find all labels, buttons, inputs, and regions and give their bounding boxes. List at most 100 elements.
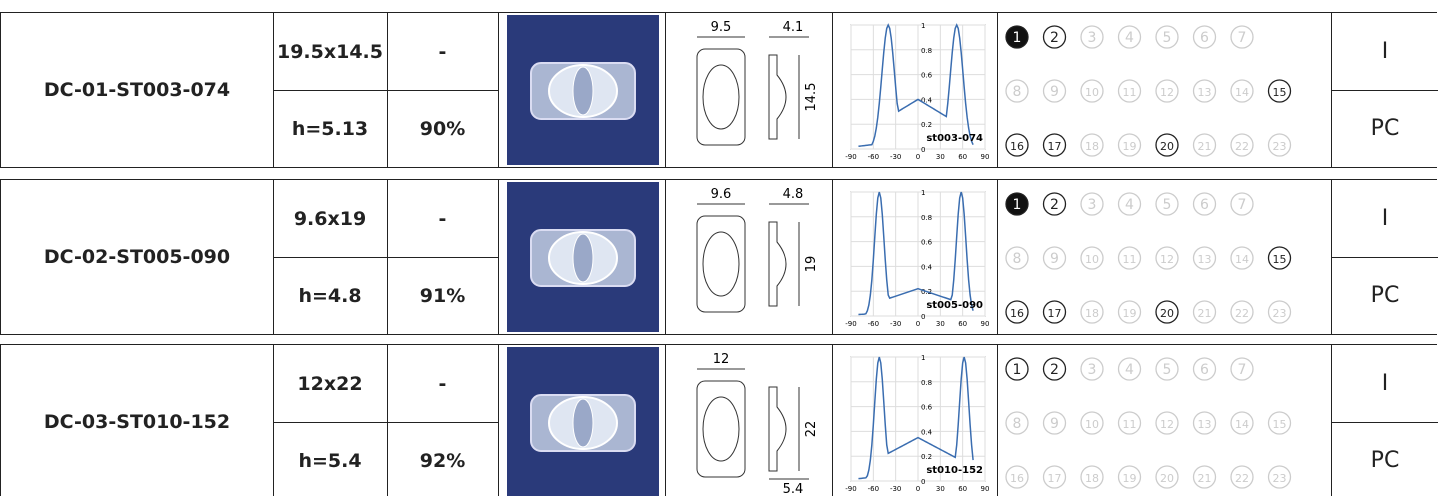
lens-core	[572, 233, 594, 283]
led-number: 12	[1160, 253, 1174, 266]
x-tick-label: 60	[958, 320, 967, 328]
y-tick-label: 1	[921, 354, 925, 362]
dim-width: 9.6	[711, 187, 732, 202]
material-bottom: PC	[1370, 448, 1400, 473]
led-number: 6	[1200, 362, 1209, 378]
y-tick-label: 0	[921, 313, 925, 321]
dim-length: 14.5	[804, 83, 819, 112]
led-number: 5	[1163, 362, 1172, 378]
y-tick-label: 0.4	[921, 263, 933, 271]
led-circle	[1080, 357, 1104, 381]
material-top: I	[1381, 39, 1389, 64]
led-circle	[1117, 357, 1142, 381]
led-number: 6	[1200, 197, 1209, 213]
led-circle	[1117, 246, 1142, 270]
led-circle	[1155, 465, 1179, 489]
lens-photo	[507, 182, 659, 332]
x-tick-label: -60	[868, 320, 879, 328]
x-tick-label: -30	[890, 485, 901, 493]
x-tick-label: -90	[845, 320, 856, 328]
led-number: 3	[1088, 362, 1097, 378]
y-tick-label: 1	[921, 189, 925, 197]
cell-border	[498, 180, 499, 334]
led-circle	[1267, 411, 1292, 435]
led-number: 1	[1013, 30, 1022, 46]
cell-border	[665, 13, 666, 167]
curve-label: st005-090	[926, 300, 983, 311]
led-circle	[1192, 300, 1217, 324]
led-number: 20	[1160, 307, 1174, 320]
led-circle	[1080, 465, 1104, 489]
led-circle	[1117, 411, 1142, 435]
cell-border	[832, 13, 833, 167]
x-tick-label: 90	[981, 153, 990, 161]
side-outline	[768, 386, 787, 472]
front-outline	[696, 48, 746, 146]
led-number: 15	[1273, 86, 1287, 99]
led-number: 5	[1163, 197, 1172, 213]
led-circle	[1230, 411, 1254, 435]
led-circle	[1042, 246, 1067, 270]
material-bottom: PC	[1370, 283, 1400, 308]
y-tick-label: 0.8	[921, 47, 932, 55]
cell-border	[273, 422, 498, 423]
led-circle	[1080, 79, 1104, 103]
led-number: 1	[1013, 362, 1022, 378]
x-tick-label: 30	[936, 153, 945, 161]
led-circle	[1117, 465, 1142, 489]
led-number: 19	[1123, 140, 1137, 153]
led-circle	[1230, 300, 1254, 324]
led-number: 22	[1235, 307, 1249, 320]
led-circle	[1230, 192, 1254, 216]
led-circle	[1117, 79, 1142, 103]
led-number: 11	[1123, 253, 1137, 266]
led-number: 15	[1273, 418, 1287, 431]
side-outline	[768, 54, 787, 140]
led-number: 6	[1200, 30, 1209, 46]
led-number: 10	[1085, 86, 1099, 99]
dash: -	[438, 40, 447, 63]
led-circle	[1080, 246, 1104, 270]
led-number: 16	[1010, 140, 1024, 153]
led-circle	[1005, 133, 1029, 157]
led-number: 22	[1235, 472, 1249, 485]
led-number: 23	[1273, 307, 1287, 320]
led-number: 12	[1160, 86, 1174, 99]
front-dome	[702, 231, 740, 297]
x-tick-label: -60	[868, 485, 879, 493]
led-number: 13	[1198, 418, 1212, 431]
led-number: 14	[1235, 418, 1249, 431]
led-number: 21	[1198, 140, 1212, 153]
led-circle	[1005, 300, 1029, 324]
led-circle	[1005, 411, 1029, 435]
model-name: DC-02-ST005-090	[43, 246, 231, 268]
led-number: 2	[1050, 197, 1059, 213]
lens-height: h=4.8	[298, 284, 362, 307]
x-tick-label: 60	[958, 485, 967, 493]
led-number: 19	[1123, 472, 1137, 485]
led-number: 3	[1088, 30, 1097, 46]
led-number: 17	[1048, 472, 1062, 485]
led-circle	[1117, 25, 1142, 49]
led-circle	[1005, 465, 1029, 489]
x-tick-label: -30	[890, 153, 901, 161]
led-number: 7	[1238, 30, 1247, 46]
y-tick-label: 0.6	[921, 239, 933, 247]
cell-border	[273, 257, 498, 258]
led-circle	[1192, 465, 1217, 489]
led-circle	[1042, 300, 1067, 324]
lens-size: 9.6x19	[293, 207, 367, 230]
y-tick-label: 0.2	[921, 453, 932, 461]
cell-border	[997, 180, 998, 334]
curve	[858, 191, 974, 316]
curve-label: st010-152	[926, 465, 983, 476]
led-circle	[1155, 25, 1179, 49]
led-number: 2	[1050, 30, 1059, 46]
lens-photo	[507, 347, 659, 496]
led-circle	[1005, 192, 1029, 216]
led-circle	[1042, 192, 1067, 216]
y-tick-label: 0	[921, 478, 925, 486]
led-circle	[1155, 246, 1179, 270]
dim-depth: 4.8	[783, 187, 804, 202]
